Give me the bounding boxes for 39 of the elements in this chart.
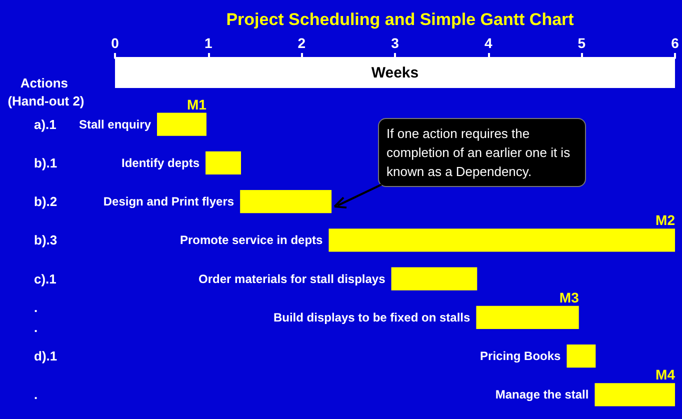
x-tick-label: 0 [111, 35, 120, 51]
bar [328, 228, 675, 252]
text: b).2 [34, 194, 58, 210]
y-tick-label: Stall enquiry [78, 117, 152, 132]
bar [476, 306, 579, 330]
annotation: M2 [656, 212, 676, 228]
y-tick-label: Build displays to be fixed on stalls [273, 310, 471, 324]
y-tick-label: Manage the stall [495, 388, 589, 402]
bar [594, 383, 675, 406]
y-axis-title: Actions (Hand-out 2) [8, 76, 84, 108]
text: a).1 [34, 116, 56, 132]
y-tick-label: Order materials for stall displays [198, 272, 386, 286]
bar [157, 112, 206, 136]
x-axis-title: Weeks [371, 64, 419, 82]
text: c).1 [34, 271, 56, 286]
text: . [34, 387, 38, 402]
text: b).3 [34, 232, 58, 248]
text: . . [34, 300, 38, 335]
x-tick-label: 4 [484, 35, 492, 51]
bar [566, 344, 596, 368]
text: b).1 [34, 155, 58, 170]
annotation: M3 [559, 289, 580, 306]
x-tick-label: 2 [298, 35, 306, 51]
annotation: M4 [656, 366, 676, 383]
x-tick-label: 6 [671, 35, 680, 51]
x-tick-label: 3 [391, 35, 400, 51]
chart-title: Project Scheduling and Simple Gantt Chart [226, 10, 574, 29]
y-tick-label: Promote service in depts [180, 233, 324, 248]
bar [391, 267, 478, 290]
x-tick-label: 5 [578, 35, 586, 51]
y-tick-label: Pricing Books [480, 349, 562, 364]
y-tick-label: Identify depts [122, 156, 200, 170]
y-tick-label: Design and Print flyers [103, 194, 234, 209]
x-tick-label: 1 [204, 35, 212, 51]
annotation: If one action requires the completion of an earlier one it is known as a Dependency. [378, 118, 586, 187]
bar [240, 190, 332, 214]
bar [206, 151, 241, 175]
annotation: M1 [187, 96, 207, 112]
text: d).1 [34, 348, 58, 364]
